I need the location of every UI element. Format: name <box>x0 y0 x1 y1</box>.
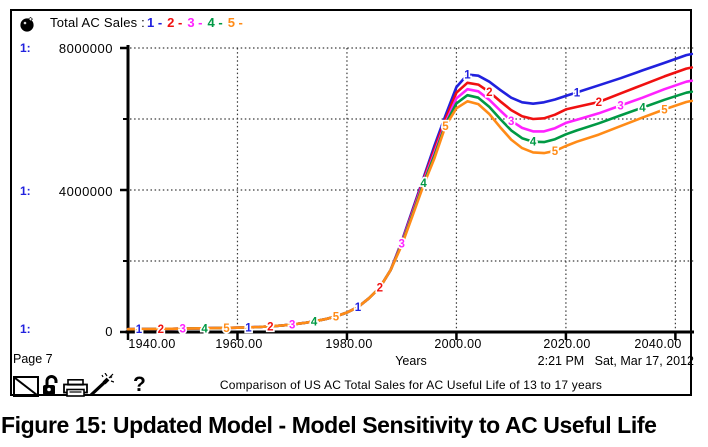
wand-icon[interactable] <box>89 373 114 397</box>
x-tick-label-1940: 1940.00 <box>128 337 176 351</box>
help-icon[interactable]: ? <box>133 373 146 396</box>
print-icon[interactable] <box>63 379 88 397</box>
x-tick-label-2040: 2040.00 <box>634 337 682 351</box>
figure-caption: Figure 15: Updated Model - Model Sensiti… <box>1 412 657 438</box>
legend-title: Total AC Sales : <box>50 15 145 30</box>
x-tick-label-2020: 2020.00 <box>543 337 591 351</box>
y-scale-prefix-bottom: 1: <box>20 322 31 336</box>
y-scale-prefix-top: 1: <box>20 41 31 55</box>
x-tick-label-2000: 2000.00 <box>434 337 482 351</box>
legend-run-4: 4 - <box>207 15 223 30</box>
y-tick-label-4000000: 4000000 <box>58 184 113 199</box>
x-axis-title: Years <box>395 354 427 368</box>
y-tick-label-0: 0 <box>105 324 113 339</box>
legend-run-2: 2 - <box>167 15 183 30</box>
y-scale-prefix-mid: 1: <box>20 184 31 198</box>
legend-run-5: 5 - <box>227 15 243 30</box>
corner-flip-icon[interactable] <box>13 376 39 397</box>
page-number: Page 7 <box>13 352 53 366</box>
lock-icon[interactable] <box>41 375 61 397</box>
legend-run-1: 1 - <box>147 15 163 30</box>
legend-runs: 1 - 2 - 3 - 4 - 5 - <box>147 14 248 32</box>
legend-run-3: 3 - <box>187 15 203 30</box>
x-tick-label-1980: 1980.00 <box>325 337 373 351</box>
comparison-note: Comparison of US AC Total Sales for AC U… <box>219 378 603 392</box>
graph-pad-icon[interactable] <box>19 16 35 32</box>
x-tick-label-1960: 1960.00 <box>215 337 263 351</box>
y-tick-label-8000000: 8000000 <box>58 41 113 56</box>
timestamp: 2:21 PM Sat, Mar 17, 2012 <box>537 354 694 368</box>
